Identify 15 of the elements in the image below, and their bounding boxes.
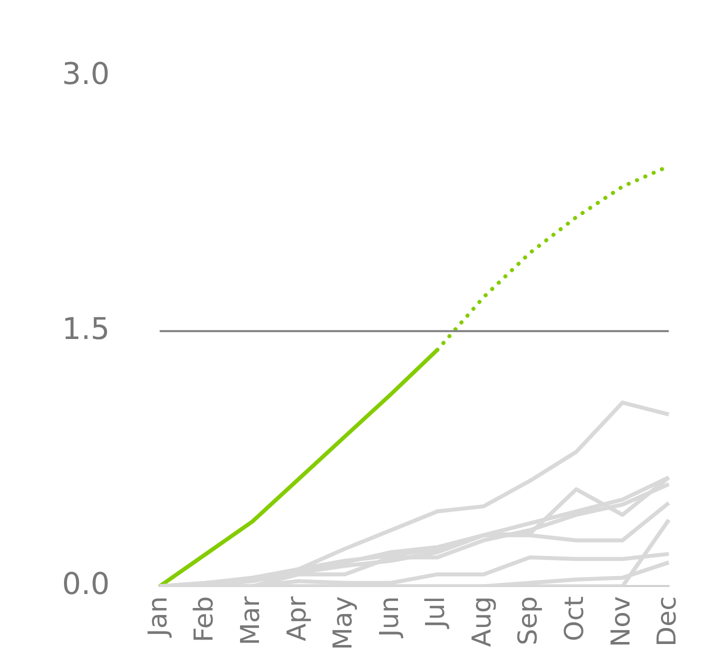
y-tick-label: 0.0	[62, 567, 110, 602]
x-tick-label: Mar	[236, 596, 266, 646]
x-tick-label: Oct	[560, 596, 590, 642]
x-tick-label: Apr	[282, 596, 312, 642]
y-tick-label: 1.5	[62, 312, 110, 347]
x-tick-label: Feb	[190, 596, 220, 642]
x-tick-label: Dec	[652, 596, 683, 647]
x-tick-label: Aug	[467, 596, 498, 648]
y-tick-label: 3.0	[62, 56, 110, 92]
x-tick-label: Jan	[143, 596, 174, 638]
x-tick-label: Sep	[514, 596, 544, 646]
x-tick-label: Jun	[374, 596, 405, 639]
x-tick-label: Nov	[606, 596, 636, 647]
x-tick-label: May	[328, 596, 359, 650]
x-tick-label: Jul	[421, 596, 452, 630]
